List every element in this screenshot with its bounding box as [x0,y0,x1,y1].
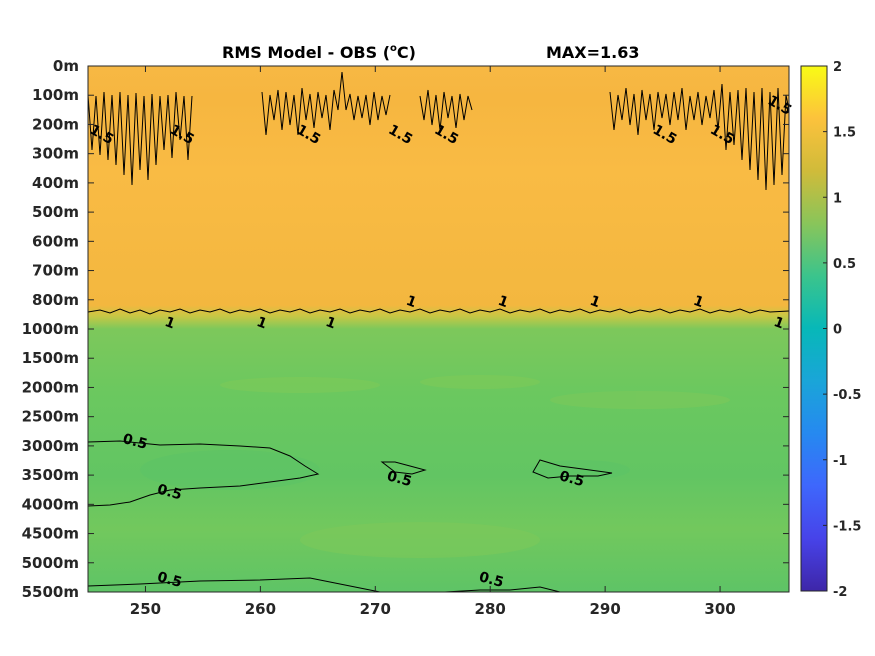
colorbar-tick-label: 1 [833,191,842,206]
heatmap-field [88,66,789,592]
x-tick-label: 290 [589,600,620,618]
contour-15-right [609,83,789,191]
colorbar-tick-label: 2 [833,60,842,75]
y-tick-label: 3500m [22,466,79,484]
y-tick-label: 0m [53,57,79,75]
contour-05-bottom [88,577,381,592]
y-tick-label: 700m [32,262,79,280]
contour-15-mid [261,71,391,136]
y-tick-label: 5500m [22,583,79,601]
contour-label: 0.5 [558,468,586,490]
contour-label: 0.5 [155,482,183,504]
colorbar-tick-label: -2 [833,585,847,600]
x-tick-label: 260 [245,600,276,618]
max-label: MAX=1.63 [546,43,640,62]
contour-label: 0.5 [385,468,413,490]
colorbar-tick-label: -1.5 [833,519,861,534]
contour-lines [88,71,789,592]
x-axis: 250 260 270 280 290 300 [130,66,736,618]
contour-15-left [88,91,193,186]
y-tick-label: 400m [32,174,79,192]
contour-15-mid2 [419,89,473,131]
colorbar-tick-label: 0.5 [833,257,856,272]
x-tick-label: 250 [130,600,161,618]
contour-1-line [88,308,789,315]
contour-label: 0.5 [477,569,505,591]
x-tick-label: 300 [704,600,735,618]
x-tick-label: 280 [475,600,506,618]
x-tick-label: 270 [360,600,391,618]
y-tick-label: 2500m [22,408,79,426]
colorbar-tick-label: -1 [833,454,847,469]
y-tick-label: 2000m [22,378,79,396]
y-tick-label: 1000m [22,320,79,338]
y-tick-label: 200m [32,115,79,133]
y-tick-label: 3000m [22,437,79,455]
y-tick-label: 100m [32,86,79,104]
y-tick-label: 300m [32,145,79,163]
chart-title: RMS Model - OBS (oC) [222,43,416,62]
contour-label: 0.5 [121,431,149,453]
contour-05-bottom-right [444,586,561,592]
y-tick-label: 600m [32,232,79,250]
y-tick-label: 500m [32,203,79,221]
colorbar-tick-label: -0.5 [833,388,861,403]
colorbar-axis: 2 1.5 1 0.5 0 -0.5 -1 -1.5 -2 [823,60,861,600]
colorbar [801,66,827,591]
contour-label: 0.5 [155,569,183,591]
y-tick-label: 1500m [22,349,79,367]
y-tick-label: 800m [32,291,79,309]
contour-05-mid-small [380,461,427,475]
contour-05-mid-right [532,459,613,479]
y-tick-label: 4500m [22,525,79,543]
y-axis: 0m 100m 200m 300m 400m 500m 600m 700m 800m 1000m 1… [22,57,789,601]
y-tick-label: 4000m [22,495,79,513]
colorbar-tick-label: 1.5 [833,126,856,141]
contour-05-upper-left [88,440,320,507]
colorbar-tick-label: 0 [833,323,842,338]
y-tick-label: 5000m [22,554,79,572]
